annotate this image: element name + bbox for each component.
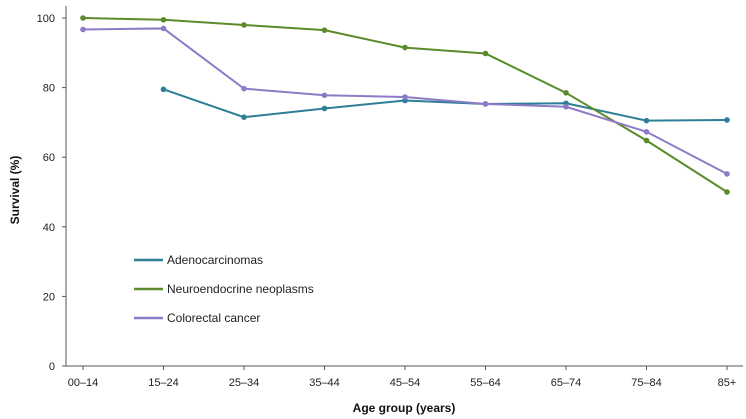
x-tick-label: 75–84 [631, 377, 662, 389]
y-ticks: 0 20 40 60 80 100 [37, 13, 66, 373]
x-ticks: 00–14 15–24 25–34 35–44 45–54 55–64 65–74 75–84… [68, 366, 737, 389]
data-point [241, 85, 247, 92]
series-line [163, 88, 728, 122]
data-point [160, 16, 167, 23]
x-tick-label: 35–44 [309, 377, 340, 389]
data-point [643, 137, 650, 144]
data-point [724, 189, 730, 195]
x-tick-label: 85+ [718, 377, 737, 389]
y-tick-label: 100 [37, 13, 55, 25]
y-tick-label: 60 [43, 152, 55, 164]
data-point [724, 117, 730, 123]
data-point [482, 50, 489, 57]
data-point [563, 90, 569, 96]
legend: Adenocarcinomas Neuroendocrine neoplasms C… [134, 253, 314, 325]
y-tick-label: 80 [43, 83, 55, 95]
data-point [160, 86, 167, 93]
legend-label: Adenocarcinomas [167, 253, 263, 267]
data-point [321, 27, 328, 33]
data-point [563, 103, 569, 110]
x-tick-label: 45–54 [390, 377, 421, 389]
data-point [241, 114, 247, 120]
data-point [402, 94, 408, 100]
y-tick-label: 0 [49, 361, 55, 373]
data-point [241, 22, 247, 28]
x-axis-title: Age group (years) [353, 401, 456, 415]
data-point [643, 128, 650, 135]
series-0 [160, 86, 730, 124]
x-tick-label: 00–14 [68, 377, 99, 389]
y-tick-label: 40 [43, 222, 55, 234]
y-tick-label: 20 [43, 291, 55, 303]
x-tick-label: 25–34 [229, 377, 260, 389]
data-point [724, 171, 730, 177]
data-point [80, 26, 86, 33]
series-2 [80, 25, 730, 177]
x-tick-label: 15–24 [148, 377, 179, 389]
legend-label: Neuroendocrine neoplasms [167, 282, 314, 296]
series-layer [80, 15, 730, 195]
x-tick-label: 65–74 [551, 377, 582, 389]
data-point [482, 101, 489, 107]
x-tick-label: 55–64 [470, 377, 501, 389]
y-axis-title: Survival (%) [8, 156, 22, 225]
data-point [402, 44, 408, 51]
data-point [321, 92, 328, 99]
data-point [160, 25, 167, 32]
series-line [82, 17, 728, 193]
data-point [643, 117, 650, 124]
legend-label: Colorectal cancer [167, 311, 260, 325]
series-1 [80, 15, 730, 195]
data-point [321, 105, 328, 112]
data-point [80, 15, 86, 21]
